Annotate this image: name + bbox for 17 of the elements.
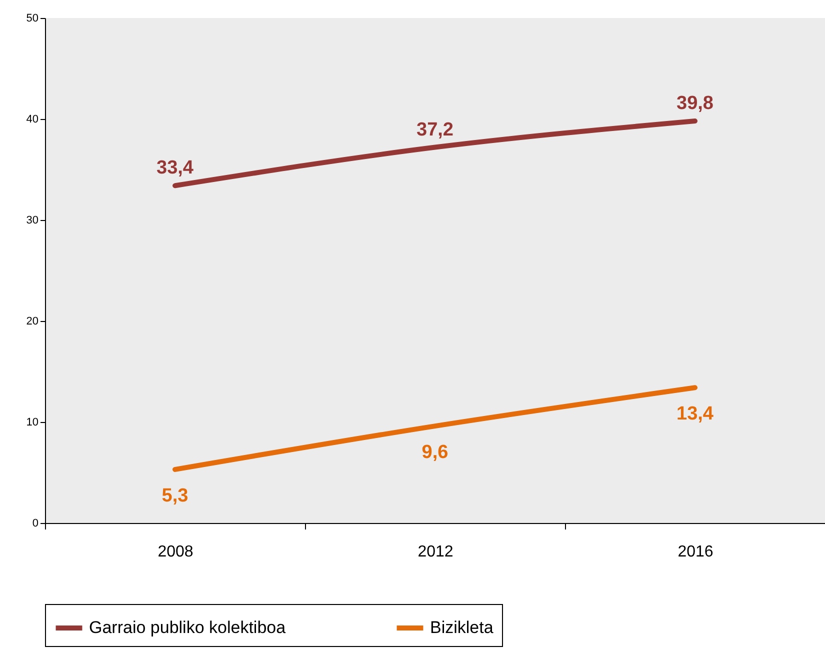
y-tick-label: 50 [26,12,38,24]
data-label: 9,6 [422,442,448,464]
x-tick-label: 2012 [418,544,454,560]
data-label: 5,3 [162,485,188,506]
y-tick-label: 30 [26,214,38,226]
data-label: 13,4 [676,404,714,425]
x-tick-label: 2008 [158,544,194,560]
legend-label: Garraio publiko kolektiboa [89,618,286,637]
y-tick-label: 20 [26,316,38,328]
data-label: 39,8 [676,93,714,114]
x-tick-label: 2016 [678,544,714,560]
data-label: 37,2 [416,119,454,140]
data-label: 33,4 [156,158,194,179]
legend-label: Bizikleta [430,618,494,637]
y-tick-label: 0 [32,518,38,530]
y-tick-label: 40 [26,114,38,126]
y-tick-label: 10 [26,416,38,428]
